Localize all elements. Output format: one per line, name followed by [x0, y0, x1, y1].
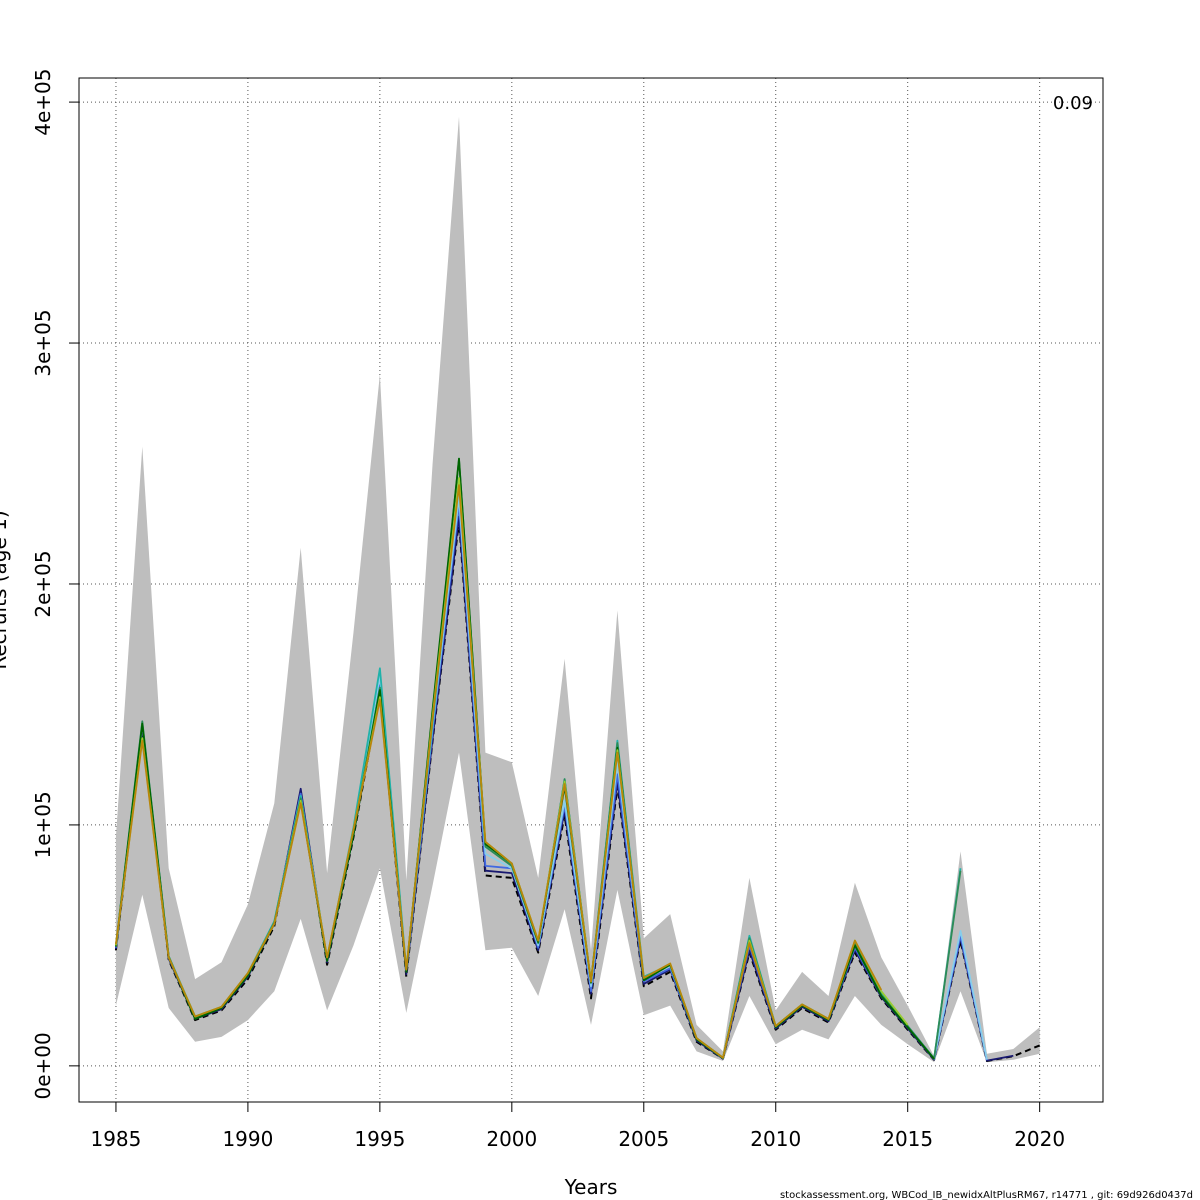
series-line-8 [115, 484, 883, 1059]
y-tick-label-2: 2e+05 [31, 550, 55, 617]
x-tick-label-1990: 1990 [222, 1127, 273, 1151]
series-lines-layer [114, 457, 1041, 1062]
x-tick-label-2000: 2000 [486, 1127, 537, 1151]
y-axis: 0e+00 1e+05 2e+05 3e+05 4e+05 [31, 68, 80, 1100]
y-axis-title: Recruits (age 1) [0, 510, 11, 669]
x-tick-label-2010: 2010 [750, 1127, 801, 1151]
y-tick-label-4: 4e+05 [31, 68, 55, 135]
x-tick-label-1985: 1985 [90, 1127, 141, 1151]
x-tick-label-2005: 2005 [618, 1127, 669, 1151]
y-tick-label-1: 1e+05 [31, 791, 55, 858]
x-axis-title: Years [564, 1175, 618, 1199]
confidence-band [115, 116, 1040, 1063]
x-axis: 1985 1990 1995 2000 2005 2010 2015 2020 [90, 1101, 1065, 1151]
footer-credit: stockassessment.org, WBCod_IB_newidxAltP… [780, 1190, 1193, 1200]
y-tick-label-0: 0e+00 [31, 1032, 55, 1099]
x-tick-label-2020: 2020 [1014, 1127, 1065, 1151]
y-tick-label-3: 3e+05 [31, 309, 55, 376]
confidence-band-layer [115, 116, 1040, 1063]
x-tick-label-2015: 2015 [882, 1127, 933, 1151]
x-tick-label-1995: 1995 [354, 1127, 405, 1151]
corner-annotation: 0.09 [1053, 93, 1093, 114]
